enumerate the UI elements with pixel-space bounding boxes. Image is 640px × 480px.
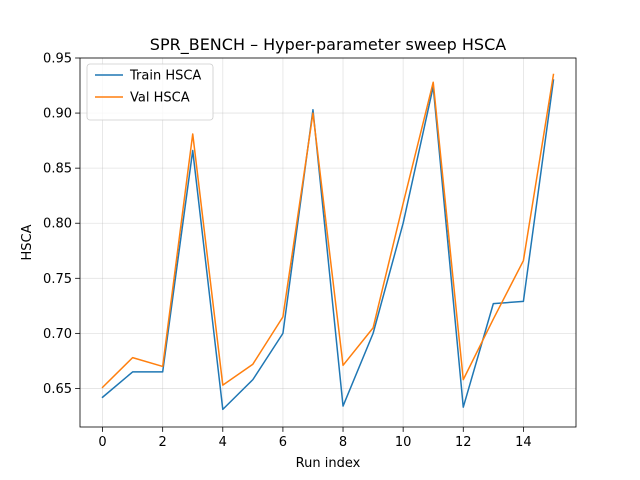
- y-axis: 0.65 0.70 0.75 0.80 0.85 0.90 0.95: [43, 52, 80, 397]
- x-tick-label: 10: [395, 435, 412, 450]
- x-tick-label: 8: [339, 435, 347, 450]
- y-tick-label: 0.80: [43, 217, 72, 232]
- x-tick-label: 14: [515, 435, 532, 450]
- y-tick-label: 0.90: [43, 107, 72, 122]
- chart-title: SPR_BENCH – Hyper-parameter sweep HSCA: [150, 35, 506, 55]
- series-group: [101, 73, 555, 411]
- x-tick-label: 12: [455, 435, 472, 450]
- legend: Train HSCA Val HSCA: [86, 63, 214, 121]
- y-tick-label: 0.95: [43, 52, 72, 67]
- y-axis-label: HSCA: [20, 224, 35, 260]
- y-tick-label: 0.70: [43, 327, 72, 342]
- legend-entry-1: Val HSCA: [130, 91, 190, 106]
- y-tick-label: 0.85: [43, 162, 72, 177]
- x-tick-label: 6: [279, 435, 287, 450]
- y-tick-label: 0.75: [43, 272, 72, 287]
- x-axis: 0 2 4 6 8 10 12 14: [98, 427, 532, 450]
- legend-box: [86, 63, 214, 121]
- plot-frame: [79, 57, 577, 428]
- legend-entry-0: Train HSCA: [129, 69, 201, 84]
- x-tick-label: 0: [98, 435, 106, 450]
- series-line-0: [101, 79, 555, 411]
- x-tick-label: 4: [219, 435, 227, 450]
- y-tick-label: 0.65: [43, 382, 72, 397]
- series-line-1: [101, 73, 555, 389]
- x-axis-label: Run index: [296, 456, 361, 471]
- x-tick-label: 2: [159, 435, 167, 450]
